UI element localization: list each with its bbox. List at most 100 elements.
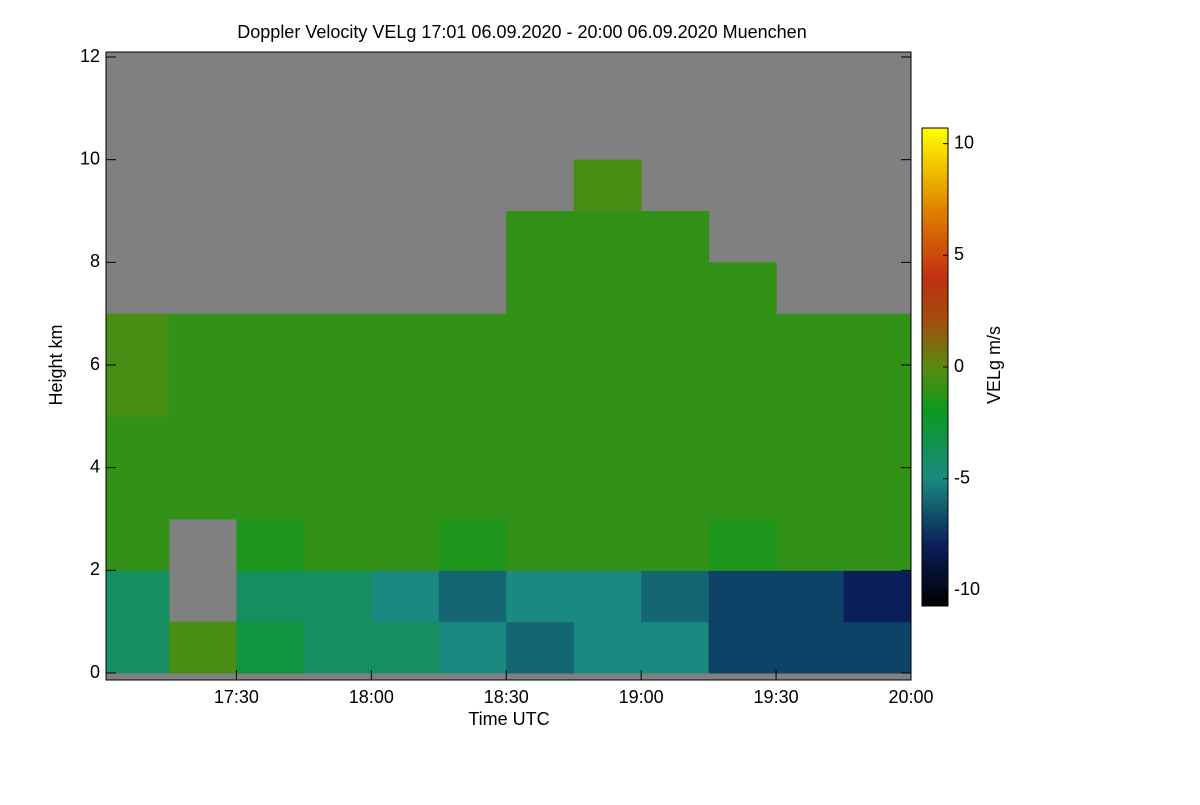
- heatmap-cell: [843, 621, 912, 674]
- heatmap-cell: [303, 570, 372, 623]
- heatmap-cell: [168, 313, 237, 366]
- heatmap-cell: [843, 467, 912, 520]
- heatmap-cell: [438, 570, 507, 623]
- heatmap-cell: [438, 313, 507, 366]
- heatmap-cell: [371, 519, 440, 571]
- heatmap-cell: [843, 570, 912, 623]
- heatmap-cell: [371, 467, 440, 520]
- heatmap-cell: [573, 467, 642, 520]
- heatmap-cell: [573, 570, 642, 623]
- y-tick-label: 8: [90, 251, 100, 271]
- heatmap-cell: [506, 519, 575, 571]
- heatmap-cell: [168, 621, 237, 674]
- heatmap-cell: [843, 416, 912, 469]
- heatmap-cell: [506, 467, 575, 520]
- heatmap-cell: [371, 621, 440, 674]
- heatmap-cell: [168, 416, 237, 469]
- heatmap-cell: [236, 519, 305, 571]
- heatmap-cell: [438, 416, 507, 469]
- y-tick-label: 2: [90, 559, 100, 579]
- heatmap-cell: [168, 365, 237, 417]
- x-axis-label: Time UTC: [468, 709, 549, 729]
- heatmap-cell: [106, 570, 170, 623]
- heatmap-cell: [843, 313, 912, 366]
- heatmap-cell: [776, 570, 845, 623]
- heatmap-cell: [708, 416, 777, 469]
- heatmap-cell: [371, 313, 440, 366]
- heatmap-cell: [708, 365, 777, 417]
- heatmap-cell: [106, 621, 170, 674]
- heatmap-cell: [641, 570, 710, 623]
- heatmap-cell: [776, 313, 845, 366]
- y-tick-label: 6: [90, 354, 100, 374]
- heatmap-cell: [506, 621, 575, 674]
- heatmap-cell: [506, 313, 575, 366]
- heatmap-cell: [506, 570, 575, 623]
- heatmap-cell: [573, 159, 642, 212]
- x-tick-label: 20:00: [888, 687, 933, 707]
- x-tick-label: 17:30: [214, 687, 259, 707]
- colorbar-tick-label: 5: [954, 244, 964, 264]
- x-tick-label: 19:30: [754, 687, 799, 707]
- heatmap-cell: [303, 365, 372, 417]
- heatmap-cell: [371, 416, 440, 469]
- heatmap-cell: [106, 313, 170, 366]
- heatmap-cell: [573, 519, 642, 571]
- heatmap-cell: [573, 416, 642, 469]
- heatmap-cell: [506, 416, 575, 469]
- heatmap-cell: [843, 365, 912, 417]
- chart-title: Doppler Velocity VELg 17:01 06.09.2020 -…: [237, 22, 806, 42]
- colorbar-tick-label: -5: [954, 467, 970, 487]
- heatmap-cell: [438, 365, 507, 417]
- heatmap-cell: [303, 313, 372, 366]
- heatmap-cell: [708, 570, 777, 623]
- plot-frame: [105, 51, 912, 681]
- heatmap-cell: [303, 416, 372, 469]
- heatmap-cell: [641, 211, 710, 263]
- heatmap-cell: [776, 467, 845, 520]
- heatmap-cell: [168, 467, 237, 520]
- y-axis-label: Height km: [46, 324, 66, 405]
- heatmap-cell: [236, 365, 305, 417]
- heatmap-cell: [236, 570, 305, 623]
- heatmap-cell: [573, 365, 642, 417]
- heatmap-cell: [506, 365, 575, 417]
- heatmap-cell: [371, 365, 440, 417]
- heatmap-cell: [641, 621, 710, 674]
- heatmap-cell: [236, 313, 305, 366]
- x-tick-label: 19:00: [619, 687, 664, 707]
- heatmap-cell: [843, 519, 912, 571]
- y-tick-label: 4: [90, 456, 100, 476]
- colorbar-tick-label: -10: [954, 579, 980, 599]
- y-tick-label: 12: [80, 46, 100, 66]
- heatmap-cell: [708, 467, 777, 520]
- heatmap-cell: [641, 262, 710, 315]
- heatmap-cell: [106, 519, 170, 571]
- heatmap-cell: [641, 313, 710, 366]
- heatmap-cell: [708, 621, 777, 674]
- heatmap-cell: [708, 313, 777, 366]
- heatmap-cell: [106, 416, 170, 469]
- heatmap-cell: [303, 621, 372, 674]
- heatmap-cell: [776, 365, 845, 417]
- colorbar-tick-label: 10: [954, 132, 974, 152]
- colorbar-label: VELg m/s: [984, 326, 1004, 404]
- heatmap-cell: [106, 365, 170, 417]
- x-tick-label: 18:00: [349, 687, 394, 707]
- heatmap-cell: [303, 467, 372, 520]
- y-tick-label: 0: [90, 662, 100, 682]
- heatmap-cell: [371, 570, 440, 623]
- heatmap-cell: [708, 519, 777, 571]
- heatmap-cell: [236, 467, 305, 520]
- heatmap-cell: [438, 519, 507, 571]
- heatmap-cell: [641, 467, 710, 520]
- heatmap-cell: [573, 211, 642, 263]
- heatmap-cell: [641, 416, 710, 469]
- heatmap-cell: [708, 262, 777, 315]
- heatmap-cell: [506, 262, 575, 315]
- heatmap-cell: [573, 262, 642, 315]
- heatmap-cell: [506, 211, 575, 263]
- heatmap-cell: [573, 313, 642, 366]
